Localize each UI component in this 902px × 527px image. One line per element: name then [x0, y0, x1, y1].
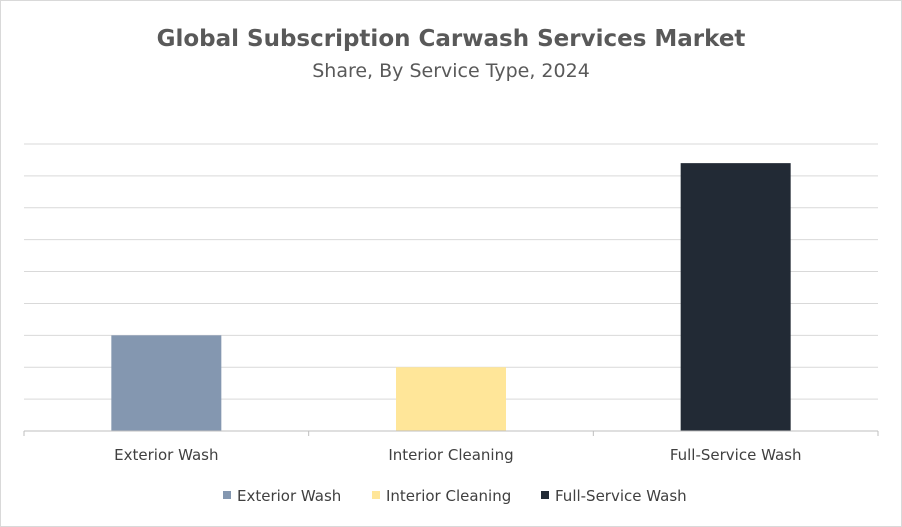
bars [111, 163, 791, 431]
legend-swatch [223, 491, 231, 499]
bar-full-service-wash [680, 163, 791, 431]
legend-swatch [541, 491, 549, 499]
legend-label: Full-Service Wash [555, 487, 687, 505]
bar-interior-cleaning [396, 367, 506, 431]
category-label: Exterior Wash [114, 446, 218, 464]
chart-subtitle: Share, By Service Type, 2024 [312, 60, 590, 82]
legend-swatch [372, 491, 380, 499]
category-label: Interior Cleaning [388, 446, 513, 464]
x-axis [23, 430, 879, 436]
category-label: Full-Service Wash [670, 446, 802, 464]
category-labels: Exterior Wash Interior Cleaning Full-Servi… [114, 446, 801, 464]
legend: Exterior Wash Interior Cleaning Full-Servi… [223, 487, 687, 505]
chart-title: Global Subscription Carwash Services Mar… [157, 26, 746, 52]
bar-exterior-wash [111, 335, 222, 431]
legend-label: Exterior Wash [237, 487, 341, 505]
legend-label: Interior Cleaning [386, 487, 511, 505]
